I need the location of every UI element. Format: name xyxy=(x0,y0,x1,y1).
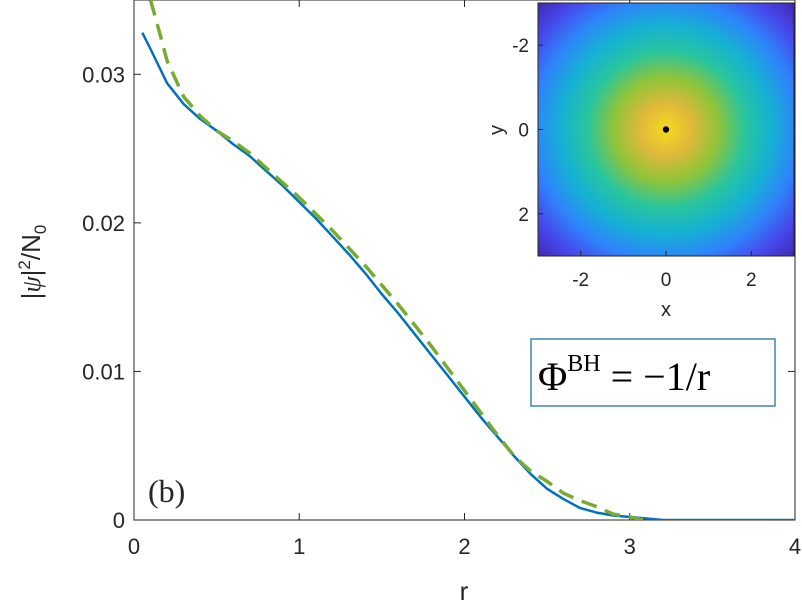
y-tick-label: 0.01 xyxy=(82,359,125,384)
x-tick-label: 3 xyxy=(624,534,636,559)
inset-heatmap: -2 0 2 -2 0 2 x y xyxy=(486,2,795,321)
inset-y-tick-label: 2 xyxy=(518,205,529,226)
x-tick-label: 0 xyxy=(128,534,140,559)
x-tick-label: 1 xyxy=(293,534,305,559)
heatmap-center-marker xyxy=(662,126,670,133)
inset-x-tick-label: -2 xyxy=(572,270,589,291)
main-ticks: 0 1 2 3 4 0 0.01 0.02 0.03 xyxy=(82,0,801,559)
x-axis-label: r xyxy=(460,576,469,606)
x-tick-label: 2 xyxy=(458,534,470,559)
y-tick-label: 0 xyxy=(113,508,125,533)
inset-x-axis-label: x xyxy=(661,299,671,321)
x-tick-label: 4 xyxy=(789,534,801,559)
inset-y-axis-label: y xyxy=(486,125,508,135)
inset-x-tick-label: 2 xyxy=(746,270,757,291)
main-series xyxy=(141,0,795,520)
annotation-text: ΦBH = −1/r xyxy=(538,351,710,399)
inset-ticks: -2 0 2 -2 0 2 xyxy=(512,36,757,291)
dashed-fit-line xyxy=(148,0,644,520)
annotation-phi: Φ xyxy=(538,354,567,399)
solid-data-line xyxy=(141,32,795,520)
panel-label: (b) xyxy=(148,473,185,509)
y-axis-label: |ψ|2/N0 xyxy=(15,225,50,300)
inset-y-tick-label: -2 xyxy=(512,36,529,57)
y-tick-label: 0.02 xyxy=(82,211,125,236)
inset-x-tick-label: 0 xyxy=(661,270,672,291)
y-tick-label: 0.03 xyxy=(82,62,125,87)
annotation-superscript: BH xyxy=(567,351,600,377)
annotation-box xyxy=(530,338,776,407)
potential-annotation: ΦBH = −1/r xyxy=(530,338,776,407)
annotation-rhs: = −1/r xyxy=(601,354,711,399)
inset-y-tick-label: 0 xyxy=(518,121,529,142)
